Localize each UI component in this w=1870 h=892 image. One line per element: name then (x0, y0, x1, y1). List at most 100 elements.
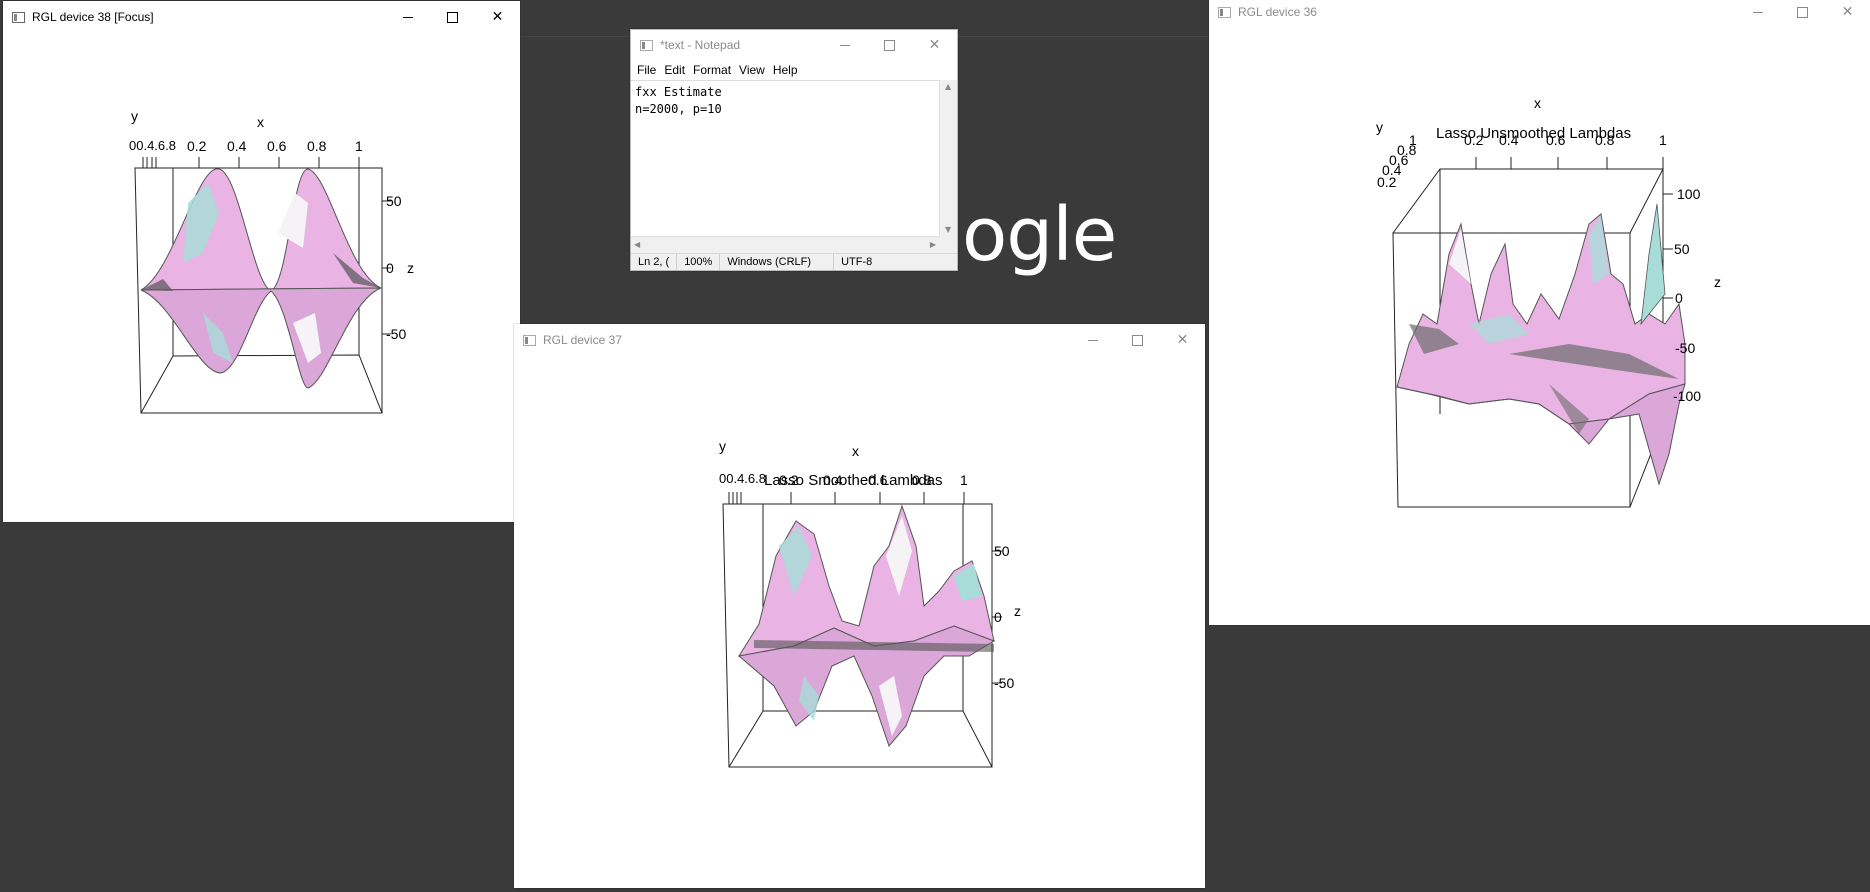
z-tick-label: 0 (994, 609, 1002, 625)
y-axis-label: y (719, 438, 726, 454)
notepad-titlebar[interactable]: *text - Notepad ✕ (631, 30, 957, 60)
x-tick-label: 0.2 (779, 472, 799, 488)
x-axis-label: x (1534, 95, 1541, 111)
x-tick-label: 0.6 (868, 472, 888, 488)
plot-title: Lasso Smoothed Lambdas (764, 472, 942, 489)
rgl38-plot[interactable]: y x z 00.4.6.8 0.2 0.4 0.6 0.8 1 50 0 -5… (3, 33, 520, 522)
vertical-scrollbar[interactable]: ▲ ▼ (939, 80, 957, 236)
window-icon (1218, 6, 1231, 18)
x-tick-label: 0.8 (912, 472, 932, 488)
x-tick-label: 0.4 (823, 472, 843, 488)
z-axis-label: z (1714, 274, 1721, 290)
menu-edit[interactable]: Edit (664, 63, 686, 77)
z-tick-label: -100 (1673, 388, 1701, 404)
menu-help[interactable]: Help (772, 63, 798, 77)
status-position: Ln 2, ( (631, 254, 678, 270)
window-icon (523, 334, 536, 346)
maximize-button[interactable] (1115, 324, 1160, 356)
x-tick-label: 1 (1659, 132, 1667, 148)
close-button[interactable]: ✕ (491, 9, 504, 25)
z-axis-label: z (407, 260, 414, 276)
rgl38-titlebar[interactable]: RGL device 38 [Focus] ✕ (3, 1, 520, 33)
window-title: RGL device 36 (1238, 5, 1317, 19)
scrollbar-corner (939, 236, 957, 253)
scroll-down-icon[interactable]: ▼ (945, 225, 952, 234)
rgl36-plot[interactable]: y x z Lasso Unsmoothed Lambdas 0.2 0.4 0… (1209, 24, 1870, 625)
close-button[interactable]: ✕ (928, 37, 941, 53)
x-tick-label: 0.2 (187, 138, 207, 154)
text-line: fxx Estimate (635, 85, 722, 99)
x-tick-label: 0.4 (1499, 132, 1519, 148)
window-title: RGL device 37 (543, 333, 622, 347)
z-tick-label: 0 (386, 260, 394, 276)
close-button[interactable]: ✕ (1841, 4, 1854, 20)
scroll-up-icon[interactable]: ▲ (945, 82, 952, 91)
background-logo-text: ogle (962, 192, 1117, 278)
x-tick-label: 0.8 (307, 138, 327, 154)
rgl38-plot-svg: y x z 00.4.6.8 0.2 0.4 0.6 0.8 1 50 0 -5… (129, 108, 414, 414)
rgl36-titlebar[interactable]: RGL device 36 ✕ (1209, 0, 1870, 24)
y-axis-label: y (131, 108, 138, 124)
x-tick-label: 0.6 (1546, 132, 1566, 148)
z-tick-label: -50 (386, 326, 406, 342)
rgl37-plot[interactable]: y x z 00.4.6.8 Lasso Smoothed Lambdas 0.… (514, 356, 1205, 888)
status-zoom: 100% (677, 254, 721, 270)
z-tick-label: 50 (994, 543, 1010, 559)
minimize-button[interactable] (1735, 0, 1780, 24)
plot-title: Lasso Unsmoothed Lambdas (1436, 125, 1631, 142)
z-tick-label: 50 (386, 193, 402, 209)
x-tick-crowded: 00.4.6.8 (719, 471, 766, 486)
z-tick-label: 0 (1675, 290, 1683, 306)
menu-format[interactable]: Format (693, 63, 732, 77)
text-line: n=2000, p=10 (635, 102, 722, 116)
status-line-ending: Windows (CRLF) (720, 254, 835, 270)
x-tick-label: 0.6 (267, 138, 287, 154)
status-encoding: UTF-8 (841, 256, 873, 268)
rgl36-plot-svg: y x z Lasso Unsmoothed Lambdas 0.2 0.4 0… (1376, 95, 1721, 508)
minimize-button[interactable] (1070, 324, 1115, 356)
menu-bar: File Edit Format View Help (631, 60, 957, 80)
z-tick-label: -50 (994, 675, 1014, 691)
x-tick-label: 0.2 (1464, 132, 1484, 148)
rgl37-plot-svg: y x z 00.4.6.8 Lasso Smoothed Lambdas 0.… (719, 438, 1021, 768)
x-axis-label: x (257, 114, 264, 130)
y-axis-label: y (1376, 119, 1383, 135)
x-tick-label: 0.8 (1595, 132, 1615, 148)
notepad-window[interactable]: *text - Notepad ✕ File Edit Format View … (630, 29, 958, 271)
z-tick-label: 50 (1674, 241, 1690, 257)
y-tick-label: 1 (1409, 132, 1417, 148)
menu-file[interactable]: File (637, 63, 657, 77)
x-tick-label: 1 (960, 472, 968, 488)
x-tick-label: 0.4 (227, 138, 247, 154)
scroll-right-icon[interactable]: ▶ (929, 240, 936, 249)
close-button[interactable]: ✕ (1176, 332, 1189, 348)
rgl-device-36-window[interactable]: RGL device 36 ✕ (1209, 0, 1870, 625)
minimize-button[interactable] (385, 1, 430, 33)
z-axis-label: z (1014, 603, 1021, 619)
z-tick-label: 100 (1677, 186, 1701, 202)
y-tick-label: 0.6 (1389, 152, 1409, 168)
horizontal-scrollbar[interactable]: ◀ ▶ (631, 236, 939, 253)
text-editor[interactable]: fxx Estimate n=2000, p=10 (631, 80, 939, 236)
window-icon (12, 11, 25, 23)
z-tick-label: -50 (1675, 340, 1695, 356)
rgl-device-37-window[interactable]: RGL device 37 ✕ (514, 324, 1205, 888)
scroll-left-icon[interactable]: ◀ (634, 240, 641, 249)
y-tick-label: 0.4 (1382, 162, 1402, 178)
y-tick-label: 0.8 (1397, 142, 1417, 158)
maximize-button[interactable] (867, 30, 912, 60)
window-title: RGL device 38 [Focus] (32, 10, 154, 24)
x-axis-label: x (852, 443, 859, 459)
maximize-button[interactable] (1780, 0, 1825, 24)
rgl-device-38-window[interactable]: RGL device 38 [Focus] ✕ (3, 1, 520, 522)
notepad-icon (640, 39, 653, 51)
maximize-button[interactable] (430, 1, 475, 33)
y-tick-label: 0.2 (1377, 174, 1397, 190)
x-tick-label: 1 (355, 138, 363, 154)
window-title: *text - Notepad (660, 38, 741, 52)
menu-view[interactable]: View (739, 63, 765, 77)
rgl37-titlebar[interactable]: RGL device 37 ✕ (514, 324, 1205, 356)
status-bar: Ln 2, ( 100% Windows (CRLF) UTF-8 (631, 253, 957, 270)
x-tick-crowded: 00.4.6.8 (129, 138, 176, 153)
minimize-button[interactable] (822, 30, 867, 60)
